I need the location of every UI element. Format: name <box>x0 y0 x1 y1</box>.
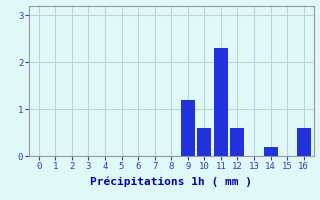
Bar <box>181 100 195 156</box>
Bar <box>230 128 244 156</box>
Bar <box>263 147 277 156</box>
X-axis label: Précipitations 1h ( mm ): Précipitations 1h ( mm ) <box>90 176 252 187</box>
Bar <box>214 48 228 156</box>
Bar <box>297 128 311 156</box>
Bar <box>197 128 211 156</box>
